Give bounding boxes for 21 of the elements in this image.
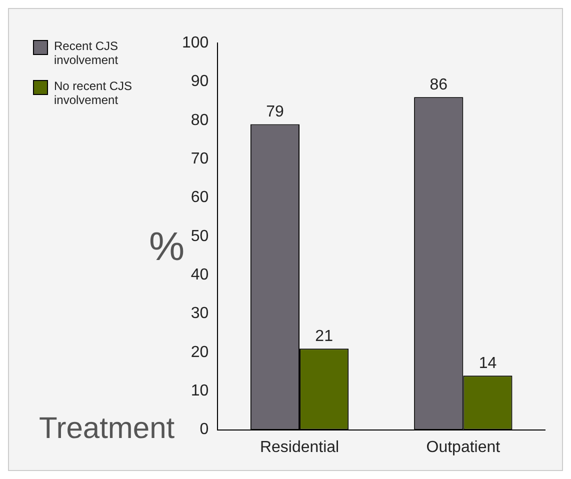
y-tick-label: 90 [190,73,209,90]
data-label: 14 [478,355,497,372]
x-axis-title: Treatment [39,412,175,446]
y-tick-label: 30 [190,305,209,322]
data-label: 79 [266,104,284,121]
legend-label: No recent CJS involvement [54,79,134,107]
data-label: 86 [430,76,448,94]
y-tick-label: 20 [190,344,209,361]
y-tick-label: 100 [182,34,209,52]
legend-label: Recent CJS involvement [54,39,120,67]
y-tick-label: 50 [190,228,209,245]
y-tick-label: 80 [190,112,209,129]
y-tick-label: 40 [190,266,209,284]
y-tick-label: 60 [190,189,209,206]
y-tick-label: 10 [190,382,209,400]
y-axis-title: % [149,225,185,270]
y-tick-label: 70 [190,150,209,168]
y-tick-label: 0 [200,421,209,438]
data-label: 21 [315,328,334,345]
x-tick-label: Outpatient [426,438,501,456]
x-tick-label: Residential [260,438,340,456]
